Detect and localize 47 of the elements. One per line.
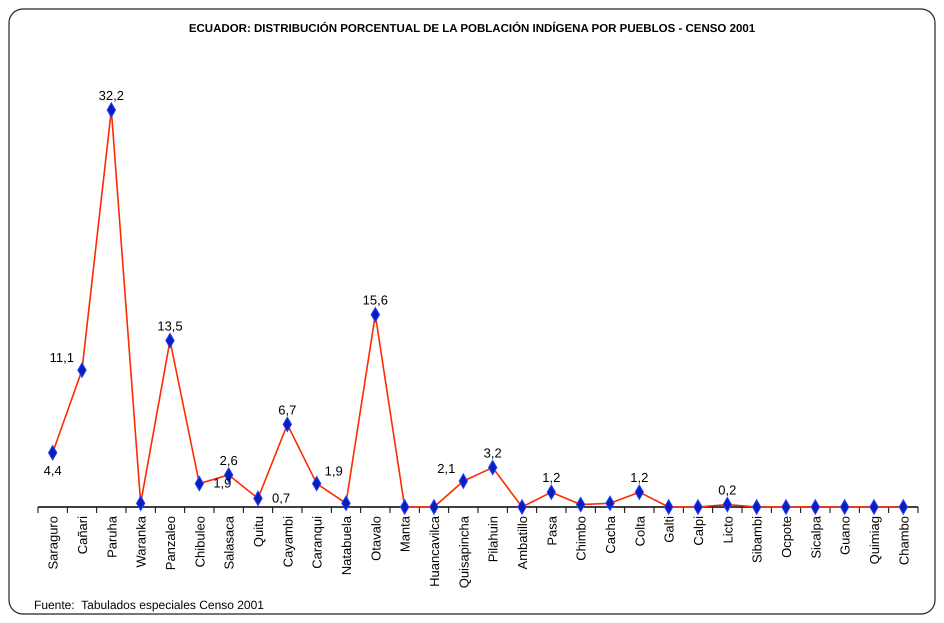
- x-tick-label: Guano: [838, 516, 853, 556]
- x-tick-label: Panzaleo: [163, 516, 178, 570]
- data-label: 0,2: [718, 482, 736, 498]
- x-tick-label: Colta: [632, 515, 648, 546]
- x-tick-label: Quisapincha: [456, 515, 472, 588]
- data-label: 13,5: [157, 318, 183, 334]
- x-tick-label: Chibuleo: [192, 516, 208, 568]
- x-tick-label: Chimbo: [574, 516, 589, 561]
- data-label: 0,7: [272, 490, 290, 506]
- x-tick-label: Ocpote: [779, 516, 794, 558]
- data-label: 2,1: [437, 461, 456, 476]
- x-tick-label: Cacha: [603, 515, 618, 554]
- data-label: 1,2: [630, 470, 648, 486]
- x-tick-label: Caranqui: [310, 516, 325, 569]
- x-tick-label: Sicalpa: [808, 515, 824, 559]
- x-tick-label: Galti: [662, 516, 677, 543]
- x-tick-label: Otavalo: [368, 516, 384, 561]
- x-tick-label: Huancavilca: [427, 515, 442, 587]
- x-tick-label: Cañari: [75, 516, 90, 554]
- x-tick-label: Saraguro: [46, 516, 61, 570]
- x-tick-label: Cayambi: [280, 516, 296, 568]
- x-tick-label: Ambatillo: [515, 516, 530, 570]
- data-label: 32,2: [98, 88, 124, 103]
- chart-title: ECUADOR: DISTRIBUCIÓN PORCENTUAL DE LA POBLACIÓN INDÍGENA POR PUEBLOS - CENSO 2001: [188, 21, 756, 35]
- data-label: 1,9: [213, 476, 232, 491]
- x-tick-label: Sibambi: [750, 516, 765, 563]
- data-label: 1,9: [324, 464, 343, 479]
- x-tick-label: Waranka: [134, 515, 149, 568]
- x-tick-label: Natabuela: [339, 515, 354, 576]
- source-note: Fuente: Tabulados especiales Censo 2001: [34, 598, 264, 612]
- x-tick-label: Licto: [720, 516, 736, 544]
- data-label: 6,7: [278, 402, 296, 418]
- data-label: 15,6: [362, 292, 388, 308]
- x-tick-label: Salasaca: [222, 515, 237, 570]
- x-tick-label: Manta: [398, 515, 413, 552]
- data-label: 11,1: [50, 350, 74, 366]
- x-tick-label: Pilahuin: [486, 516, 501, 562]
- data-label: 2,6: [220, 452, 238, 468]
- x-tick-label: Pasa: [544, 515, 560, 546]
- data-label: 4,4: [44, 462, 62, 478]
- x-tick-label: Paruha: [104, 515, 120, 558]
- x-tick-label: Calpi: [691, 516, 706, 546]
- data-label: 3,2: [484, 446, 502, 461]
- data-label: 1,2: [542, 470, 560, 486]
- x-tick-label: Quimiag: [867, 516, 882, 564]
- x-tick-label: Quitu: [251, 516, 266, 548]
- x-tick-label: Chambo: [896, 516, 912, 566]
